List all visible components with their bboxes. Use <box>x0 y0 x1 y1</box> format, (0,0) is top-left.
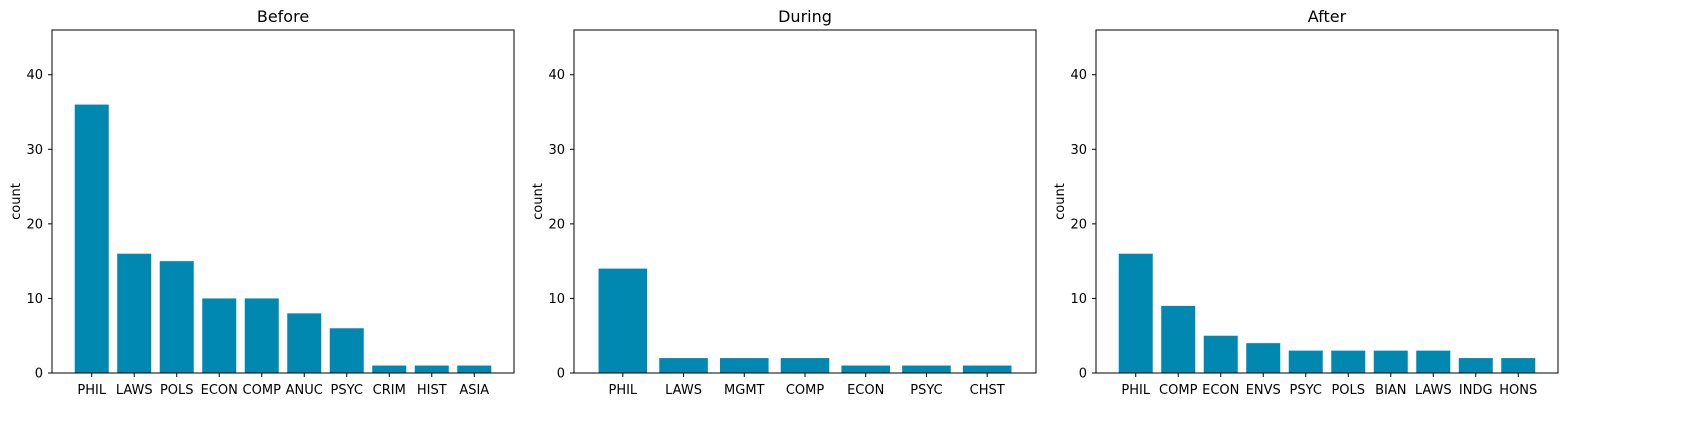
y-tick-label: 30 <box>26 143 43 158</box>
y-tick-label: 10 <box>26 292 43 307</box>
bar-hons <box>1501 358 1536 373</box>
bar-anuc <box>287 313 322 373</box>
x-tick-label: ECON <box>847 383 884 398</box>
y-tick-label: 40 <box>1070 68 1087 83</box>
x-tick-label: PHIL <box>608 383 637 398</box>
x-tick-label: PHIL <box>1121 383 1150 398</box>
chart-panels: PHIL LAWS POLS ECON COMP ANUC PSYC CRIM HIST ASIA… <box>9 7 1559 398</box>
x-tick-label: ANUC <box>286 383 323 398</box>
x-tick-label: ENVS <box>1246 383 1281 398</box>
bar-econ <box>202 298 237 373</box>
x-tick-label: HONS <box>1499 383 1537 398</box>
panel-title: During <box>778 7 832 26</box>
bar-comp <box>780 358 830 373</box>
x-tick-label: ASIA <box>459 383 489 398</box>
x-tick-label: LAWS <box>665 383 702 398</box>
x-tick-label: PSYC <box>910 383 942 398</box>
chart-panel-during: PHIL LAWS MGMT COMP ECON PSYC CHST 0 10 20 30 40 cou… <box>531 7 1037 398</box>
bar-bian <box>1373 350 1408 373</box>
bar-phil <box>74 104 109 373</box>
y-axis-label: count <box>1053 183 1068 220</box>
y-tick-label: 10 <box>548 292 565 307</box>
bar-asia <box>457 365 492 373</box>
panel-title: After <box>1308 7 1347 26</box>
x-tick-label: COMP <box>243 383 282 398</box>
y-tick-label: 0 <box>1079 367 1087 382</box>
x-tick-label: PHIL <box>77 383 106 398</box>
y-axis-label: count <box>9 183 24 220</box>
x-tick-label: MGMT <box>724 383 765 398</box>
bar-laws <box>659 358 708 373</box>
x-tick-label: CRIM <box>373 383 406 398</box>
y-tick-label: 40 <box>548 68 565 83</box>
panel-title: Before <box>257 7 309 26</box>
y-tick-label: 0 <box>557 367 565 382</box>
x-tick-label: PSYC <box>331 383 363 398</box>
y-tick-label: 30 <box>548 143 565 158</box>
chart-panel-before: PHIL LAWS POLS ECON COMP ANUC PSYC CRIM HIST ASIA… <box>9 7 515 398</box>
bar-comp <box>244 298 279 373</box>
x-tick-label: HIST <box>417 383 447 398</box>
y-tick-label: 30 <box>1070 143 1087 158</box>
chart-panel-after: PHIL COMP ECON ENVS PSYC POLS BIAN LAWS INDG HONS… <box>1053 7 1559 398</box>
bar-indg <box>1458 358 1493 373</box>
bar-mgmt <box>719 358 769 373</box>
bar-pols <box>159 261 194 373</box>
bar-hist <box>414 365 449 373</box>
x-tick-label: LAWS <box>116 383 153 398</box>
bar-laws <box>117 253 152 373</box>
bar-psyc <box>1288 350 1323 373</box>
bar-laws <box>1416 350 1451 373</box>
y-tick-label: 20 <box>1070 217 1087 232</box>
bar-phil <box>1118 253 1153 373</box>
x-tick-label: POLS <box>1331 383 1365 398</box>
x-tick-label: PSYC <box>1290 383 1322 398</box>
bar-comp <box>1161 305 1196 373</box>
bar-psyc <box>902 365 951 373</box>
x-tick-label: BIAN <box>1375 383 1406 398</box>
x-tick-label: COMP <box>786 383 825 398</box>
y-tick-label: 40 <box>26 68 43 83</box>
bar-econ <box>841 365 891 373</box>
x-tick-label: ECON <box>1202 383 1239 398</box>
x-tick-label: INDG <box>1459 383 1493 398</box>
y-tick-label: 0 <box>35 367 43 382</box>
bar-chst <box>962 365 1012 373</box>
x-tick-label: ECON <box>201 383 238 398</box>
y-tick-label: 20 <box>26 217 43 232</box>
x-tick-label: CHST <box>970 383 1005 398</box>
bar-econ <box>1203 335 1238 373</box>
y-axis-label: count <box>531 183 546 220</box>
bar-pols <box>1331 350 1366 373</box>
x-tick-label: LAWS <box>1415 383 1452 398</box>
y-tick-label: 10 <box>1070 292 1087 307</box>
x-tick-label: POLS <box>160 383 194 398</box>
bar-crim <box>372 365 407 373</box>
axes-frame <box>51 29 515 374</box>
axes-frame <box>1095 29 1559 374</box>
x-tick-label: COMP <box>1159 383 1198 398</box>
bar-phil <box>598 268 648 373</box>
bar-psyc <box>329 328 364 373</box>
bar-envs <box>1246 343 1281 373</box>
y-tick-label: 20 <box>548 217 565 232</box>
